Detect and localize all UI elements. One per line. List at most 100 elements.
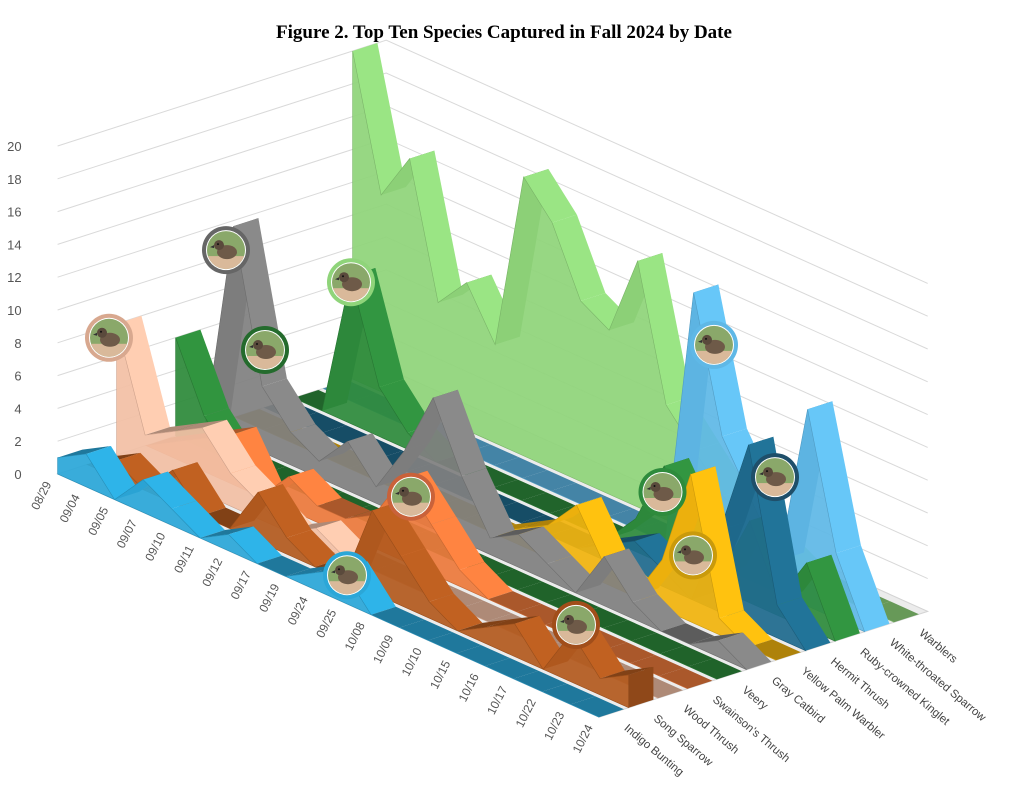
ribbon-top-segment	[372, 502, 426, 557]
ribbon-top-segment	[456, 645, 510, 666]
ribbon-top-segment	[86, 446, 140, 500]
ribbon-top-segment	[630, 655, 684, 676]
ribbon-top-segment	[228, 526, 282, 564]
ribbon-top-segment	[409, 150, 463, 303]
bird-icon	[90, 318, 128, 357]
ribbon-top-segment	[352, 43, 406, 195]
ribbon-top-segment	[513, 670, 567, 692]
ribbon-top-segment	[661, 623, 715, 645]
ribbon-top-segment	[429, 593, 483, 631]
ribbon-top-segment	[202, 419, 256, 474]
y-tick-label: 18	[7, 172, 21, 187]
y-tick-label: 16	[7, 205, 21, 220]
bird-photo-badge	[241, 326, 289, 374]
series-axis-label: Veery	[740, 684, 770, 712]
ribbon-top-segment	[600, 666, 654, 679]
ribbon-top-segment	[523, 169, 577, 223]
ribbon-top-segment	[632, 594, 686, 632]
ribbon-top-segment	[836, 545, 890, 632]
ribbon-top-segment	[719, 610, 773, 648]
ribbon-top-segment	[458, 600, 512, 622]
ribbon-top-segment	[659, 667, 713, 689]
y-tick-label: 8	[14, 336, 21, 351]
ribbon-top-segment	[492, 501, 546, 523]
ribbon-top-segment	[399, 619, 453, 641]
series-ribbons	[57, 43, 919, 718]
y-axis-ticks: 0 2 4 6 8 10 12 14 16 18 20	[7, 139, 21, 482]
ribbon-top-segment	[806, 554, 860, 642]
ribbon-top-segment	[518, 526, 572, 564]
ribbon-top-segment	[173, 419, 227, 432]
bird-photos	[85, 226, 799, 649]
ribbon-top-segment	[718, 632, 772, 670]
ribbon-top-segment	[172, 462, 226, 516]
x-tick-label: 10/08	[342, 620, 368, 653]
gridline	[57, 39, 928, 284]
bird-photo-badge	[690, 320, 738, 369]
bird-photo-badge	[323, 551, 371, 600]
ribbon-top-segment	[494, 457, 548, 479]
ribbon-top-segment	[262, 378, 316, 433]
ribbon-top-segment	[428, 632, 482, 654]
bird-icon	[643, 473, 682, 511]
bird-icon	[695, 325, 733, 364]
ribbon-top-segment	[493, 479, 547, 501]
x-tick-label: 09/07	[114, 517, 140, 550]
ribbon-top-segment	[522, 470, 576, 491]
x-tick-label: 08/29	[28, 479, 54, 512]
bird-photo-badge	[638, 468, 687, 516]
bird-photo-badge	[552, 600, 600, 649]
ribbon-top-segment	[258, 484, 312, 538]
bird-photo-badge	[327, 258, 375, 307]
bird-icon	[756, 458, 794, 497]
bird-photo-badge	[387, 472, 435, 521]
x-tick-label: 10/17	[484, 684, 510, 717]
bird-icon	[207, 231, 245, 270]
y-tick-label: 12	[7, 270, 21, 285]
ribbon-top-segment	[433, 389, 487, 477]
ribbon-top-segment	[286, 529, 340, 567]
chart-title: Figure 2. Top Ten Species Captured in Fa…	[276, 22, 732, 43]
ribbon-top-segment	[688, 658, 742, 680]
ribbon-top-segment	[690, 466, 744, 619]
x-tick-label: 09/17	[228, 568, 254, 601]
x-tick-label: 09/25	[313, 607, 339, 640]
ribbon-top-segment	[400, 548, 454, 602]
ribbon-top-segment	[316, 520, 370, 558]
x-tick-label: 09/05	[85, 504, 111, 537]
x-tick-label: 10/23	[541, 709, 567, 742]
ribbon-top-segment	[57, 446, 111, 458]
ribbon-top-segment	[485, 658, 539, 679]
ribbon-top-segment	[552, 214, 606, 301]
y-tick-label: 14	[7, 237, 21, 252]
x-tick-label: 10/22	[513, 696, 539, 729]
ribbon-top-segment	[457, 619, 511, 631]
ribbon-top-segment	[602, 642, 656, 664]
x-tick-label: 09/04	[57, 492, 83, 525]
y-tick-label: 6	[14, 369, 21, 384]
ribbon-top-segment	[143, 471, 197, 509]
ribbon-top-segment	[490, 526, 544, 539]
bird-photo-badge	[669, 531, 717, 580]
ribbon-top-segment	[459, 561, 513, 600]
x-tick-label: 10/15	[427, 658, 453, 691]
bird-icon	[392, 477, 430, 516]
ribbon-top-segment	[604, 548, 658, 603]
x-tick-label: 10/09	[370, 632, 396, 665]
ribbon-top-segment	[689, 632, 743, 645]
ribbon-top-segment	[489, 568, 543, 590]
ribbon-top-segment	[431, 516, 485, 570]
ribbon-end-cap	[628, 666, 654, 708]
ribbon-top-segment	[631, 632, 685, 654]
ribbon-top-segment	[660, 645, 714, 667]
ribbon-top-segment	[175, 329, 229, 416]
ribbon-top-segment	[603, 620, 657, 641]
y-tick-label: 2	[14, 434, 21, 449]
ribbon-top-segment	[777, 597, 831, 651]
ribbon-top-segment	[145, 423, 199, 435]
ribbon-top-segment	[542, 683, 596, 705]
ribbon-top-segment	[570, 696, 624, 718]
bird-icon	[328, 556, 366, 595]
x-tick-label: 10/16	[456, 671, 482, 704]
